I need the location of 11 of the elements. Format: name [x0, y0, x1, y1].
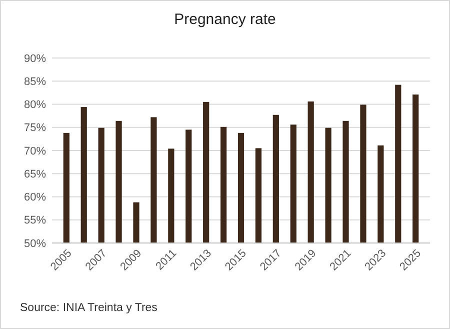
y-tick-label: 70%	[24, 145, 46, 158]
y-tick-label: 85%	[24, 76, 46, 88]
y-tick-label: 90%	[24, 52, 46, 65]
y-tick-label: 55%	[24, 214, 46, 227]
source-note: Source: INIA Treinta y Tres	[20, 302, 158, 314]
chart-title: Pregnancy rate	[174, 11, 276, 28]
y-tick-label: 80%	[24, 99, 46, 112]
y-tick-label: 60%	[24, 192, 46, 204]
y-tick-label: 50%	[24, 238, 46, 250]
y-tick-label: 75%	[24, 122, 46, 134]
y-tick-label: 65%	[24, 168, 46, 180]
